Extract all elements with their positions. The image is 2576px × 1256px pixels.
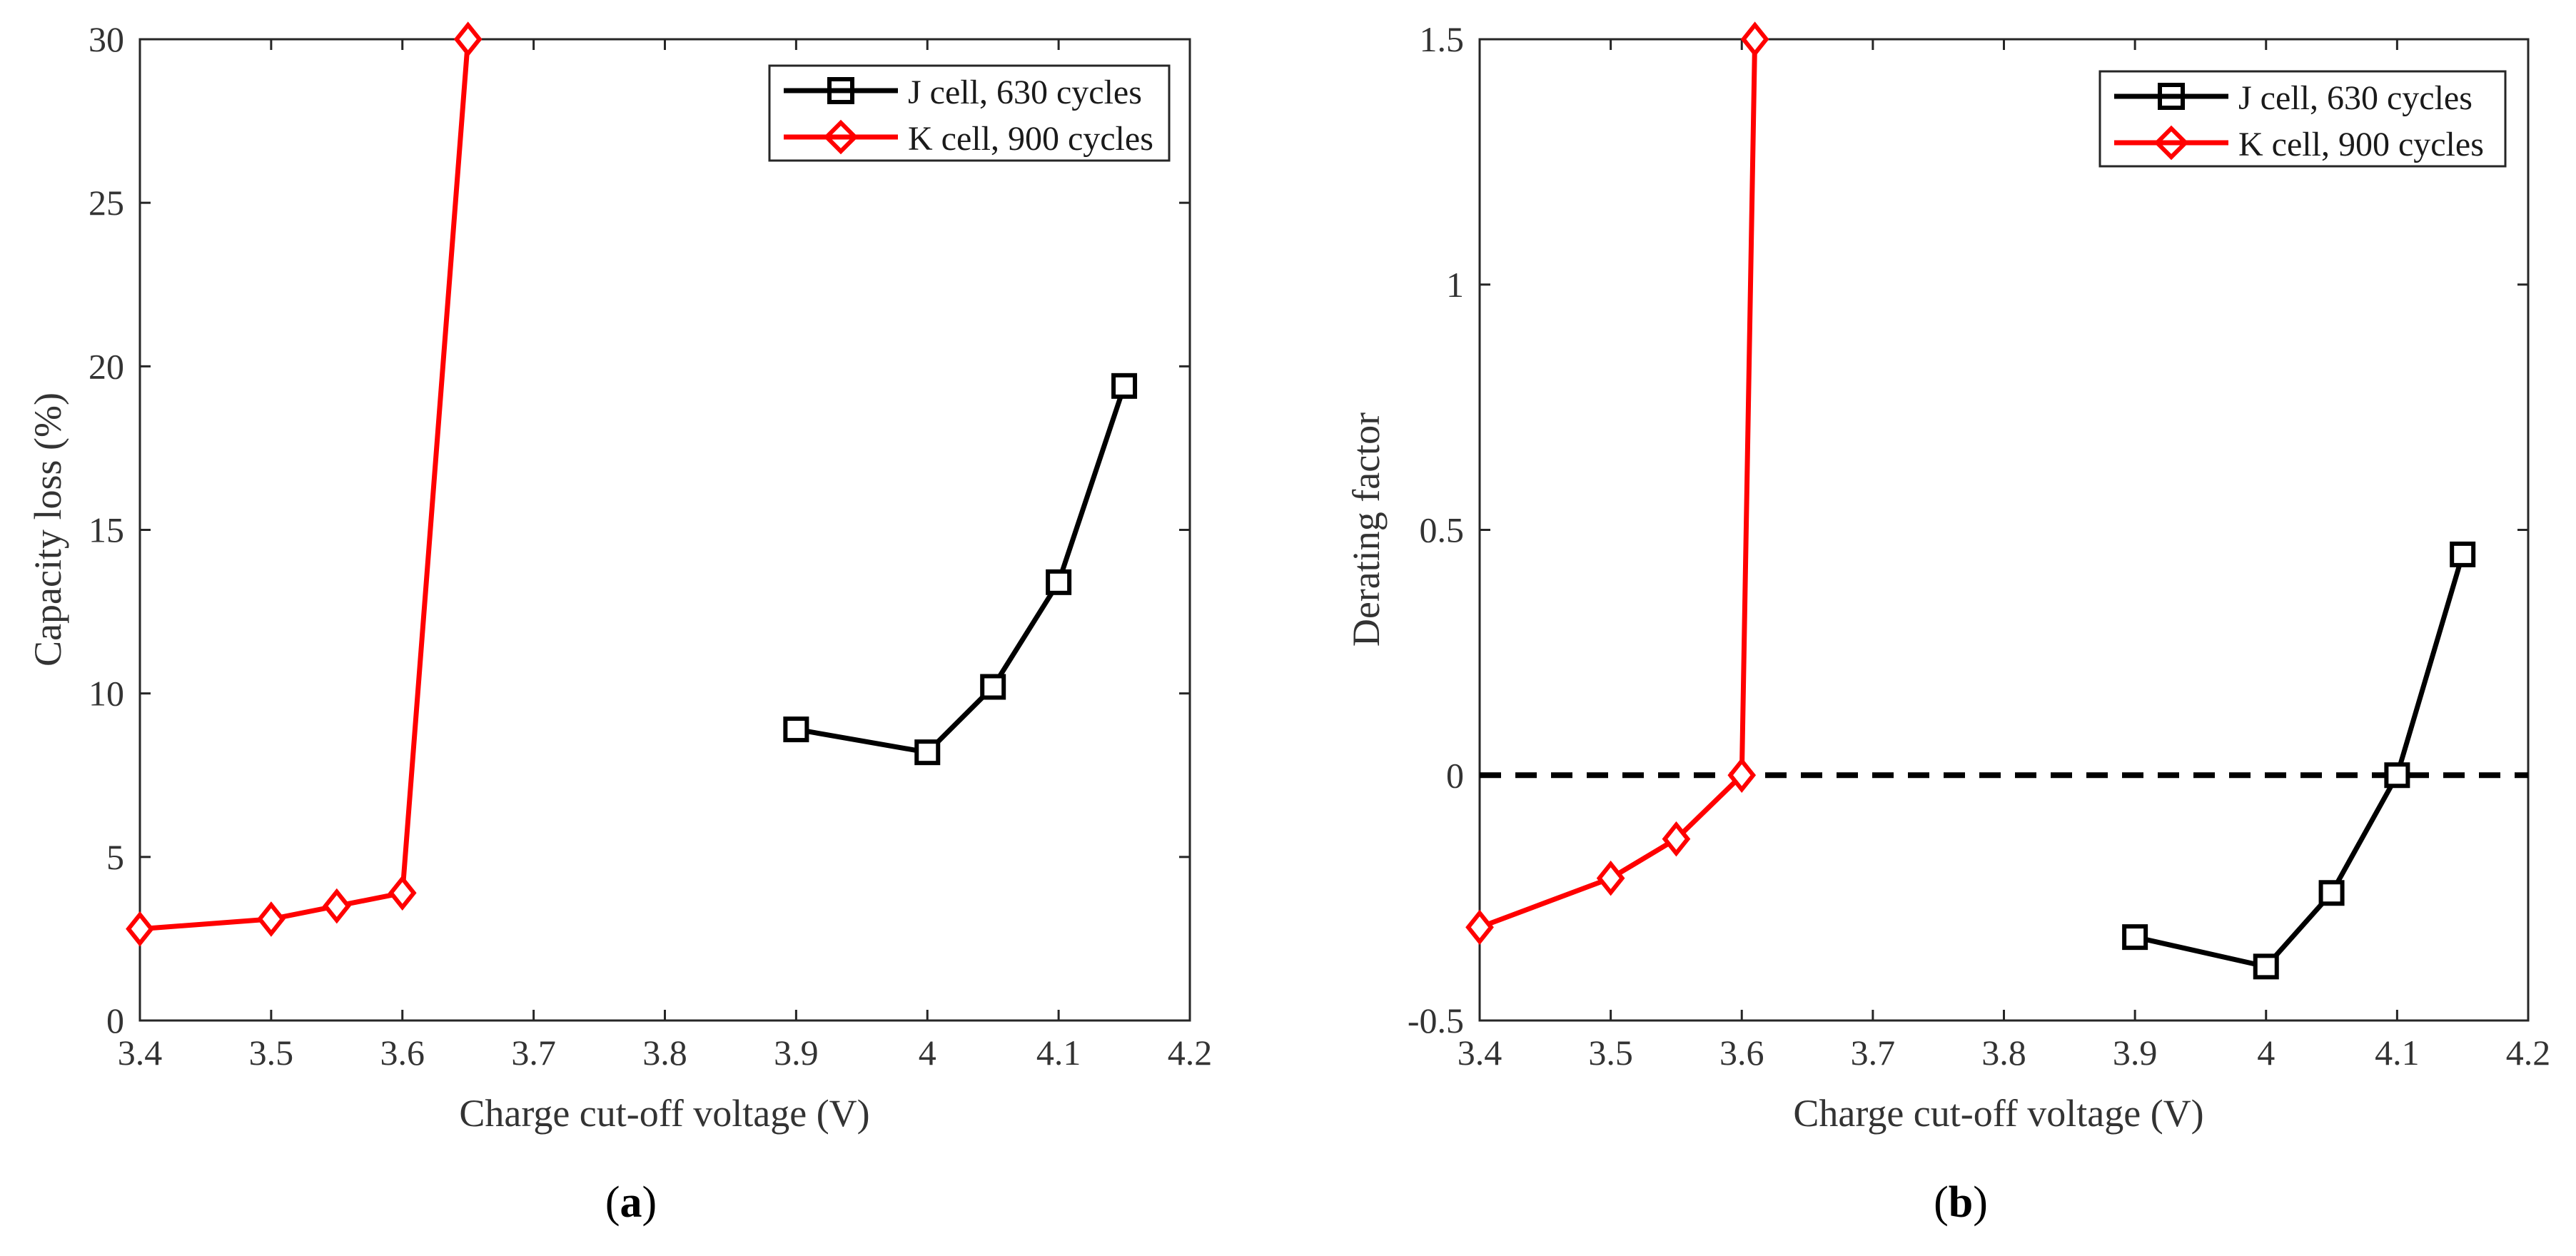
panel-a-y-tick-label: 5 [106, 837, 124, 877]
panel-a-y-tick-label: 20 [89, 346, 124, 386]
panel-b-legend-label-j: J cell, 630 cycles [2238, 79, 2473, 117]
panel-a-y-tick-label: 0 [106, 1001, 124, 1040]
panel-b-point-k-cell [1740, 21, 1769, 57]
panel-a-legend-label-j: J cell, 630 cycles [908, 74, 1142, 111]
panel-b-x-tick-label: 3.5 [1588, 1033, 1633, 1073]
panel-b-point-j-cell [2384, 762, 2410, 789]
panel-a-x-tick-label: 4.1 [1036, 1033, 1081, 1073]
panel-a-series [126, 21, 1138, 947]
panel-a-chart: 3.4 3.5 3.6 3.7 3.8 3.9 4 4.1 4.2 0 5 10 15 20 25 30 Ch… [26, 19, 1212, 1227]
panel-b-x-tick-label: 3.9 [2113, 1033, 2158, 1073]
panel-b-x-tick-label: 4.1 [2375, 1033, 2420, 1073]
panel-a-point-j-cell [914, 739, 941, 766]
panel-b-y-tick-label: 0.5 [1420, 510, 1465, 550]
panel-b-x-tick-label: 4.2 [2506, 1033, 2551, 1073]
panel-a-legend-entry-k: K cell, 900 cycles [784, 119, 1153, 158]
panel-a-y-tick-label: 10 [89, 674, 124, 714]
panel-a-y-tick-label: 25 [89, 183, 124, 223]
panel-b-point-j-cell [2318, 880, 2345, 906]
panel-b-point-k-cell [1596, 860, 1625, 896]
panel-b-legend: J cell, 630 cycles K cell, 900 cycles [2098, 70, 2507, 168]
panel-b-x-tick-label: 3.6 [1719, 1033, 1764, 1073]
panel-a-x-tick-label: 3.5 [249, 1033, 294, 1073]
panel-b-x-axis-label: Charge cut-off voltage (V) [1793, 1092, 2203, 1135]
panel-a-point-k-cell [322, 888, 351, 924]
panel-a-x-axis-label: Charge cut-off voltage (V) [459, 1092, 869, 1135]
panel-b-point-j-cell [2122, 924, 2148, 951]
panel-b-point-k-cell [1727, 757, 1757, 794]
panel-a-y-tick-label: 15 [89, 510, 124, 550]
panel-a-plot-area [138, 38, 1191, 1022]
panel-b-point-j-cell [2450, 541, 2476, 567]
panel-a-y-tick-label: 30 [89, 19, 124, 59]
panel-b-point-k-cell [1465, 909, 1494, 946]
panel-a-legend-entry-j: J cell, 630 cycles [784, 74, 1142, 111]
panel-b-series [1465, 21, 2528, 980]
panel-a-x-tick-label: 3.8 [642, 1033, 687, 1073]
panel-a-point-k-cell [453, 21, 483, 57]
panel-b-y-tick-label: -0.5 [1408, 1001, 1464, 1040]
panel-a-x-tick-label: 4.2 [1168, 1033, 1213, 1073]
panel-a-point-k-cell [126, 911, 154, 947]
panel-a-point-k-cell [388, 875, 417, 911]
panel-b-x-tick-label: 4 [2257, 1033, 2275, 1073]
panel-b-caption-letter: b [1949, 1178, 1973, 1227]
panel-b-y-axis-label: Derating factor [1345, 412, 1388, 647]
panel-b-x-tick-label: 3.4 [1458, 1033, 1502, 1073]
panel-b-legend-label-k: K cell, 900 cycles [2238, 126, 2484, 163]
panel-b-chart: 3.4 3.5 3.6 3.7 3.8 3.9 4 4.1 4.2 -0.5 0 0.5 1 1.5 Ch… [1345, 19, 2550, 1227]
panel-a-y-axis-label: Capacity loss (%) [26, 392, 69, 667]
panel-b-legend-entry-k: K cell, 900 cycles [2114, 125, 2484, 163]
panel-a-x-tick-label: 3.7 [511, 1033, 556, 1073]
panel-a-point-j-cell [980, 674, 1006, 700]
panel-a-caption: (a) [605, 1178, 657, 1227]
panel-a-ticks: 3.4 3.5 3.6 3.7 3.8 3.9 4 4.1 4.2 0 5 10 15 20 25 30 [89, 19, 1212, 1073]
panel-a-x-tick-label: 3.6 [380, 1033, 425, 1073]
panel-b-x-tick-label: 3.7 [1851, 1033, 1896, 1073]
panel-b-ticks: 3.4 3.5 3.6 3.7 3.8 3.9 4 4.1 4.2 -0.5 0 0.5 1 1.5 [1408, 19, 2550, 1073]
panel-a-legend: J cell, 630 cycles K cell, 900 cycles [768, 64, 1171, 162]
panel-a-point-j-cell [1111, 373, 1138, 399]
panel-a-x-tick-label: 3.9 [774, 1033, 819, 1073]
panel-b-plot-area [1478, 38, 2530, 1022]
panel-a-caption-letter: a [620, 1178, 642, 1227]
panel-b-point-k-cell [1662, 821, 1691, 857]
panel-b-y-tick-label: 1 [1446, 265, 1464, 305]
panel-a-x-tick-label: 3.4 [118, 1033, 163, 1073]
panel-b-y-tick-label: 0 [1446, 755, 1464, 795]
panel-a-x-tick-label: 4 [919, 1033, 936, 1073]
panel-a-point-j-cell [1046, 569, 1072, 595]
panel-b-x-tick-label: 3.8 [1981, 1033, 2026, 1073]
panel-b-caption: (b) [1934, 1178, 1988, 1227]
panel-a-point-k-cell [257, 901, 286, 937]
panel-a-point-j-cell [783, 716, 809, 743]
panel-b-y-tick-label: 1.5 [1420, 19, 1465, 59]
panel-b-point-j-cell [2253, 953, 2279, 980]
panel-b-legend-entry-j: J cell, 630 cycles [2114, 79, 2473, 117]
panel-a-legend-label-k: K cell, 900 cycles [908, 120, 1153, 158]
